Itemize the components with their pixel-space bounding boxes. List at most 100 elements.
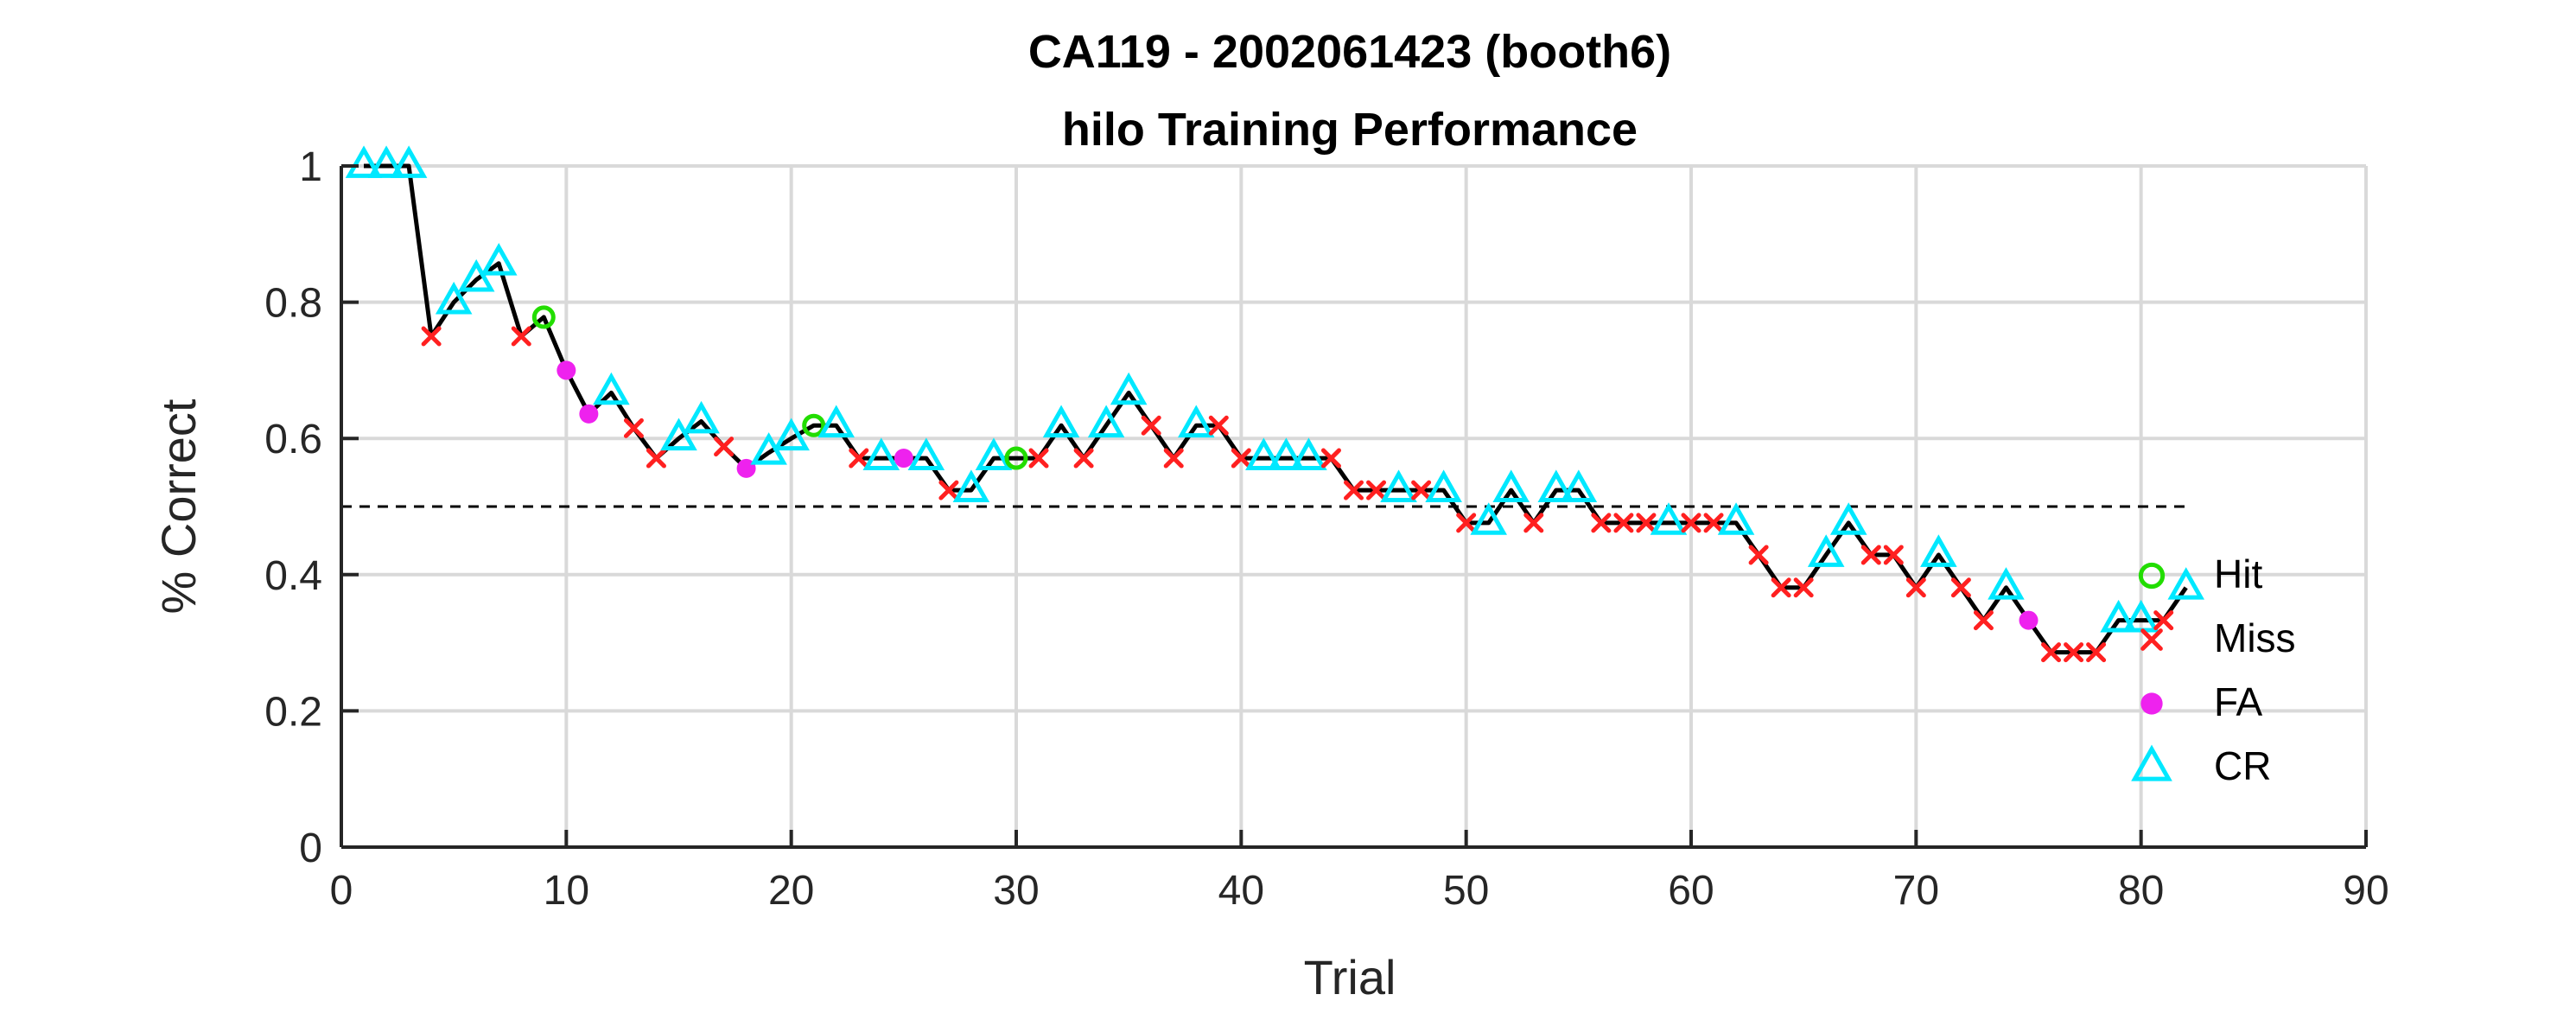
marker-trial-54-cr [1537,469,1575,502]
x-axis-label: Trial [1304,950,1396,1004]
marker-trial-40-miss [1231,448,1251,469]
marker-trial-56-miss [1591,513,1612,533]
marker-trial-14-miss [646,448,666,469]
marker-trial-32-cr [1042,405,1080,438]
marker-trial-65-miss [1793,577,1814,598]
marker-trial-76-miss [2041,642,2062,663]
marker-trial-50-miss [1456,513,1477,533]
trial-markers [345,145,2205,663]
marker-trial-5-cr [435,281,473,315]
marker-trial-69-miss [1883,545,1904,565]
marker-trial-10-fa [557,360,576,380]
marker-trial-16-cr [683,400,720,434]
marker-trial-34-cr [1087,405,1125,438]
legend-markers [2131,562,2172,781]
marker-trial-21-hit [802,413,826,437]
legend-hit-icon [2138,562,2166,590]
marker-trial-17-miss [714,437,735,457]
marker-trial-58-miss [1636,513,1657,533]
marker-trial-49-cr [1425,469,1462,502]
x-tick-label-30: 30 [993,868,1039,914]
marker-trial-20-cr [773,418,810,451]
marker-trial-35-cr [1110,372,1148,405]
marker-trial-62-cr [1717,502,1755,535]
x-tick-label-0: 0 [330,868,353,914]
marker-trial-73-miss [1973,610,1994,631]
legend-label-cr: CR [2214,743,2271,788]
chart-title-line-2: hilo Training Performance [1062,104,1638,156]
y-tick-label-0.4: 0.4 [264,553,322,599]
legend-label-miss: Miss [2214,615,2296,660]
performance-line-layer [364,163,2188,655]
marker-trial-9-hit [531,305,556,329]
x-tick-label-60: 60 [1668,868,1714,914]
marker-trial-30-hit [1004,446,1028,470]
x-tick-label-90: 90 [2343,868,2388,914]
marker-trial-3-cr [390,145,428,178]
marker-trial-82-cr [2167,567,2205,600]
marker-trial-81-miss [2153,610,2174,631]
x-tick-label-70: 70 [1893,868,1939,914]
marker-trial-28-cr [952,469,990,502]
marker-trial-8-miss [511,326,531,347]
x-tick-label-50: 50 [1443,868,1489,914]
marker-trial-78-miss [2086,642,2107,663]
x-tick-label-20: 20 [768,868,814,914]
y-tick-label-0.6: 0.6 [264,417,322,462]
y-tick-label-0.8: 0.8 [264,281,322,327]
marker-trial-27-miss [938,480,959,500]
marker-trial-79-cr [2100,599,2137,633]
x-tick-label-80: 80 [2118,868,2164,914]
marker-trial-66-cr [1807,534,1845,567]
x-tick-label-10: 10 [544,868,589,914]
marker-trial-12-cr [593,372,630,405]
y-tick-label-0.2: 0.2 [264,689,322,735]
marker-trial-2-cr [367,145,405,178]
marker-trial-24-cr [862,437,900,470]
marker-trial-15-cr [660,418,697,451]
marker-trial-53-miss [1523,513,1544,533]
marker-trial-1-cr [345,145,383,178]
marker-trial-39-miss [1208,415,1229,436]
marker-trial-46-miss [1366,480,1387,500]
y-axis-label: % Correct [151,398,206,614]
y-tick-label-1: 1 [299,144,322,190]
y-tick-label-0: 0 [299,826,322,871]
marker-trial-6-cr [457,258,495,292]
marker-trial-67-cr [1829,502,1867,535]
marker-trial-77-miss [2064,642,2084,663]
marker-trial-13-miss [623,418,644,438]
marker-trial-71-cr [1920,534,1957,567]
marker-trial-59-cr [1650,502,1688,535]
marker-trial-63-miss [1748,545,1769,565]
marker-trial-41-cr [1245,437,1282,470]
marker-trial-23-miss [849,448,869,469]
marker-trial-61-miss [1703,513,1724,533]
legend: Hit Miss FA CR [2131,551,2296,788]
marker-trial-44-miss [1320,448,1341,469]
marker-trial-72-miss [1950,577,1971,598]
tick-labels: 0 10 20 30 40 50 60 70 80 90 0 0.2 0.4 0.6 0.8 1 [264,144,2388,914]
marker-trial-55-cr [1560,469,1598,502]
marker-trial-48-miss [1411,480,1432,500]
marker-trial-68-miss [1860,545,1881,565]
marker-trial-75-fa [2019,610,2039,630]
grid [341,164,2368,847]
marker-trial-64-miss [1771,577,1791,598]
marker-trial-47-cr [1380,469,1417,502]
marker-trial-74-cr [1988,567,2025,600]
marker-trial-43-cr [1290,437,1327,470]
x-tick-label-40: 40 [1218,868,1264,914]
legend-label-hit: Hit [2214,551,2262,596]
marker-trial-29-cr [975,437,1013,470]
marker-trial-22-cr [817,405,855,438]
marker-trial-45-miss [1344,480,1364,500]
marker-trial-60-miss [1681,513,1701,533]
chart-title-line-1: CA119 - 2002061423 (booth6) [1028,26,1671,78]
marker-trial-57-miss [1613,513,1634,533]
marker-trial-7-cr [480,243,518,276]
marker-trial-33-miss [1073,448,1094,469]
marker-trial-52-cr [1492,469,1530,502]
